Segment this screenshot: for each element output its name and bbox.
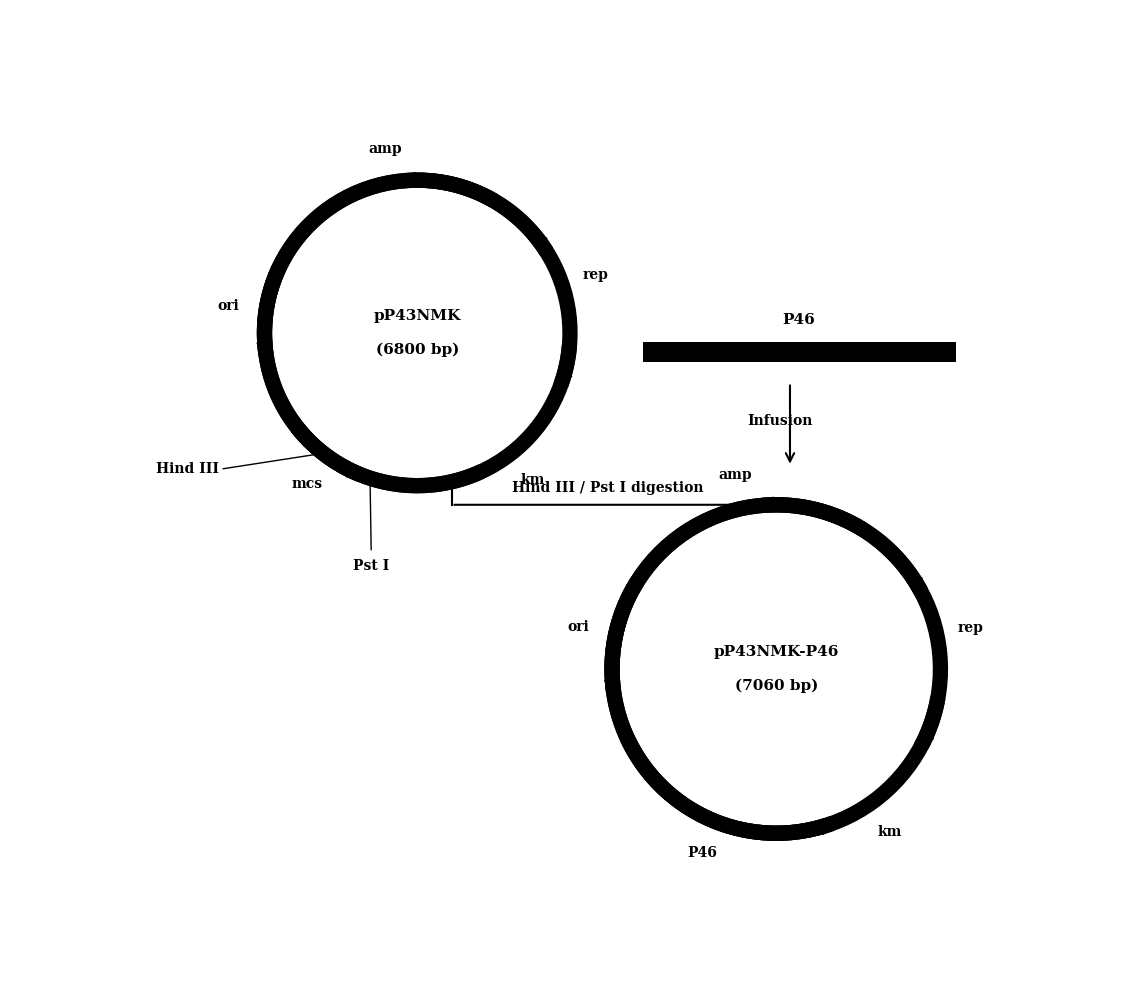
Text: (6800 bp): (6800 bp) xyxy=(376,342,459,357)
Text: ori: ori xyxy=(217,300,239,313)
Text: km: km xyxy=(878,824,902,838)
Text: P46: P46 xyxy=(782,312,815,326)
Text: mcs: mcs xyxy=(291,477,323,491)
Text: rep: rep xyxy=(582,268,609,282)
Polygon shape xyxy=(558,371,572,385)
Polygon shape xyxy=(346,463,360,477)
Polygon shape xyxy=(257,341,272,354)
Polygon shape xyxy=(604,679,619,691)
Text: Hind III / Pst I digestion: Hind III / Pst I digestion xyxy=(513,481,703,495)
Text: (7060 bp): (7060 bp) xyxy=(734,679,818,693)
Text: ori: ori xyxy=(568,620,589,634)
Text: Pst I: Pst I xyxy=(353,558,389,572)
Text: Infusion: Infusion xyxy=(747,414,813,428)
Polygon shape xyxy=(819,820,833,834)
Polygon shape xyxy=(534,238,547,252)
Polygon shape xyxy=(909,577,922,592)
Polygon shape xyxy=(762,497,774,512)
Bar xyxy=(643,342,956,361)
Text: amp: amp xyxy=(718,468,751,482)
Text: rep: rep xyxy=(957,621,983,635)
Text: amp: amp xyxy=(368,142,402,156)
Polygon shape xyxy=(404,173,417,186)
Text: km: km xyxy=(521,473,545,487)
Polygon shape xyxy=(920,732,933,746)
Text: pP43NMK: pP43NMK xyxy=(373,310,461,323)
Text: pP43NMK-P46: pP43NMK-P46 xyxy=(714,645,839,660)
Text: Hind III: Hind III xyxy=(156,461,219,476)
Text: P46: P46 xyxy=(686,846,717,860)
